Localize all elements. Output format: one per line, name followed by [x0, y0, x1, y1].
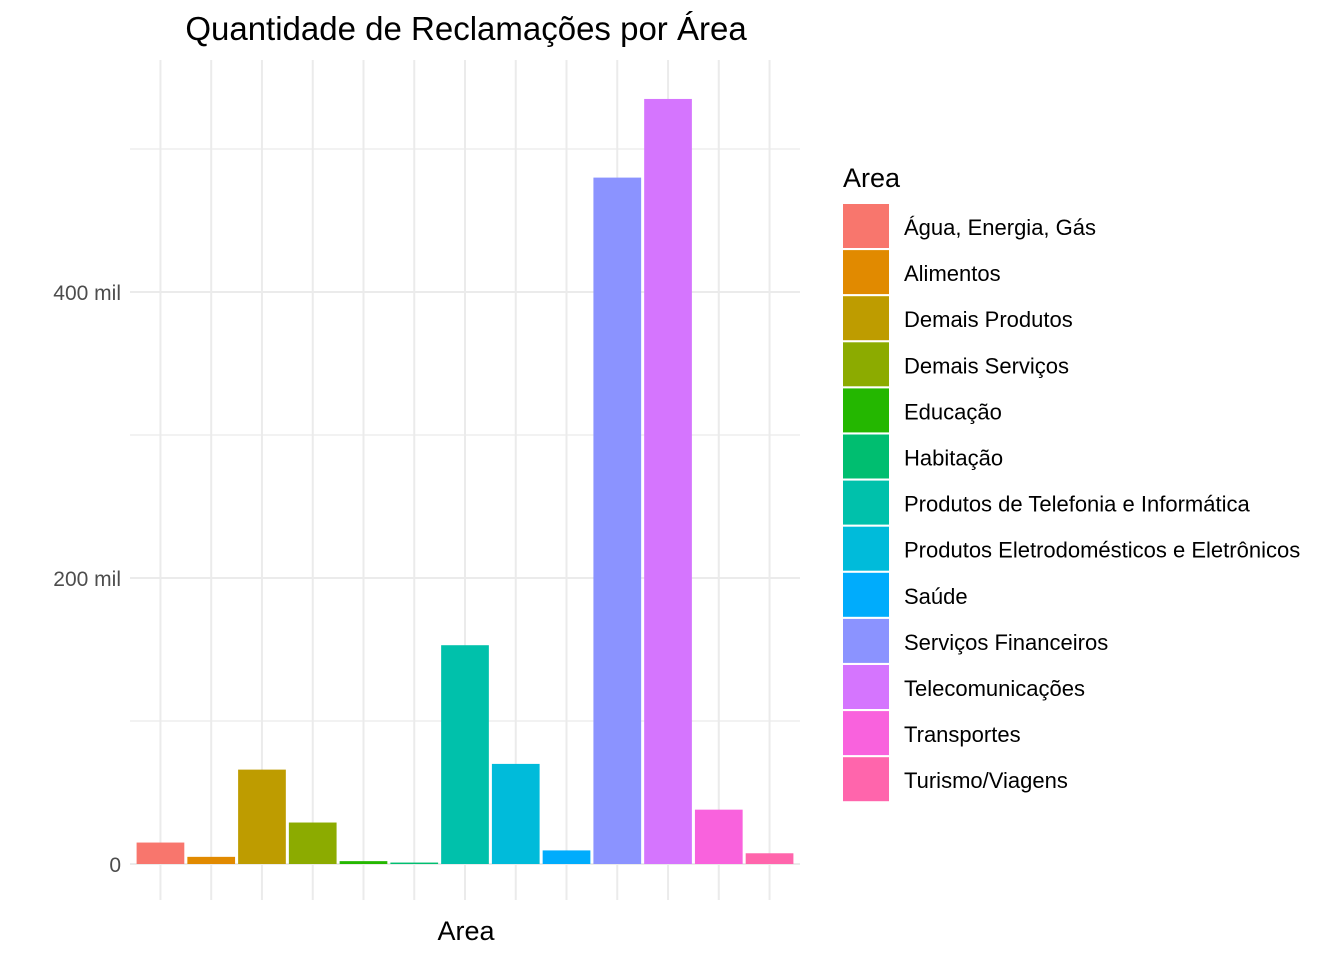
- legend-label-0: Água, Energia, Gás: [904, 215, 1096, 240]
- legend-swatch-7: [843, 526, 889, 571]
- bar-8: [542, 850, 591, 864]
- legend-label-5: Habitação: [904, 446, 1003, 471]
- y-tick-label-1: 200 mil: [53, 568, 121, 591]
- legend-label-10: Telecomunicações: [904, 676, 1085, 701]
- legend-label-3: Demais Serviços: [904, 353, 1069, 378]
- y-tick-label-2: 400 mil: [53, 282, 121, 305]
- legend-label-1: Alimentos: [904, 261, 1001, 286]
- bar-3: [288, 822, 337, 864]
- legend-label-7: Produtos Eletrodomésticos e Eletrônicos: [904, 538, 1300, 563]
- bar-2: [238, 769, 286, 864]
- legend-swatch-6: [843, 480, 889, 525]
- legend-label-9: Serviços Financeiros: [904, 630, 1108, 655]
- bar-9: [593, 177, 642, 865]
- bar-4: [339, 861, 388, 864]
- legend-label-4: Educação: [904, 399, 1002, 424]
- legend-swatch-1: [843, 250, 889, 295]
- legend-label-8: Saúde: [904, 584, 968, 609]
- y-tick-label-0: 0: [109, 854, 121, 877]
- legend-label-12: Turismo/Viagens: [904, 768, 1068, 793]
- legend-swatch-2: [843, 296, 889, 341]
- bar-0: [136, 842, 185, 864]
- bar-5: [390, 862, 439, 864]
- legend-swatch-11: [843, 711, 889, 756]
- legend-label-2: Demais Produtos: [904, 307, 1073, 332]
- y-axis-ticks: 0 200 mil 400 mil: [53, 282, 121, 877]
- legend-swatch-10: [843, 665, 889, 709]
- bar-11: [694, 809, 743, 864]
- legend-swatch-4: [843, 388, 889, 433]
- bar-6: [441, 645, 489, 864]
- legend-swatch-9: [843, 618, 889, 663]
- legend-title: Area: [843, 163, 901, 193]
- legend-swatch-3: [843, 342, 889, 387]
- legend-swatch-12: [843, 757, 889, 802]
- legend-swatch-8: [843, 572, 889, 617]
- bar-7: [491, 763, 540, 864]
- bar-12: [745, 853, 794, 864]
- legend: Água, Energia, Gás Alimentos Demais Produt…: [843, 204, 1300, 802]
- x-axis-title: Area: [437, 916, 495, 946]
- legend-label-11: Transportes: [904, 722, 1021, 747]
- bars: [136, 98, 794, 865]
- legend-swatch-5: [843, 434, 889, 479]
- bar-1: [187, 856, 236, 864]
- legend-swatch-0: [843, 204, 889, 248]
- legend-label-6: Produtos de Telefonia e Informática: [904, 492, 1250, 517]
- bar-10: [644, 98, 692, 864]
- chart-title: Quantidade de Reclamações por Área: [185, 10, 747, 47]
